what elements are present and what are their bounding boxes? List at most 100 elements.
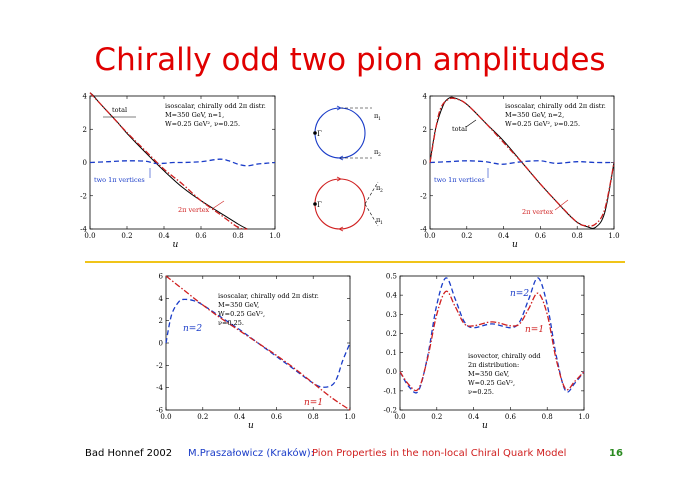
vertex-dot — [313, 131, 317, 135]
diagram-one-pion: Γπ 1π 2 — [313, 105, 381, 161]
x-tick-label: 0.6 — [505, 413, 517, 421]
pi1-subscript: 1 — [378, 116, 381, 122]
pi2-label: π — [376, 184, 381, 192]
label-n2: n=2 — [183, 324, 202, 334]
y-tick-label: 0 — [83, 159, 87, 167]
x-tick-label: 0.0 — [394, 413, 405, 421]
y-tick-label: 0 — [159, 340, 163, 348]
x-tick-label: 0.4 — [468, 413, 480, 421]
label-vertices-n2: two 1π vertices — [434, 176, 485, 184]
footer-author: M.Praszałowicz (Kraków): — [188, 448, 315, 459]
footer-talk: Pion Properties in the non-local Chiral … — [312, 448, 567, 459]
y-tick-label: 2 — [83, 126, 87, 134]
label-n1: n=1 — [304, 398, 323, 408]
x-tick-label: 1.0 — [608, 232, 619, 240]
pion-line-2 — [364, 181, 379, 205]
x-tick-label: 1.0 — [344, 413, 355, 421]
x-tick-label: 0.0 — [84, 232, 95, 240]
y-tick-label: -2 — [420, 192, 427, 200]
y-tick-label: -4 — [80, 226, 87, 234]
series-line-n-2 — [165, 298, 351, 388]
arrow-icon — [338, 155, 344, 161]
x-axis-label: u — [512, 240, 518, 250]
y-tick-label: 4 — [423, 93, 428, 101]
y-tick-label: -2 — [156, 362, 163, 370]
label-total-n2: total — [452, 125, 467, 133]
label-vertices: two 1π vertices — [94, 176, 145, 184]
label-total: total — [112, 106, 127, 114]
x-tick-label: 0.8 — [572, 232, 583, 240]
page-number: 16 — [609, 448, 623, 459]
annotation-top-left: W=0.25 GeV², ν=0.25. — [165, 120, 240, 128]
annotation-bottom-right: ν=0.25. — [468, 388, 494, 396]
pi2-subscript: 2 — [378, 152, 381, 158]
y-tick-label: 4 — [159, 295, 164, 303]
annotation-bottom-left: ν=0.25. — [218, 319, 244, 327]
label-n2-isovector: n=2 — [510, 289, 529, 299]
vertex-dot — [313, 202, 317, 206]
x-tick-label: 0.4 — [498, 232, 510, 240]
chart-top-left: 0.0 0.2 0.4 0.6 0.8 1.0 4 2 0 -2 -4 u — [80, 92, 281, 250]
pi2-subscript: 2 — [380, 188, 383, 194]
annotation-top-right: isoscalar, chirally odd 2π distr. — [505, 102, 606, 110]
pion-line-1 — [364, 203, 379, 227]
annotation-top-right: M=350 GeV, n=2, — [505, 111, 564, 119]
annotation-bottom-right: 2π distribution: — [468, 361, 519, 369]
y-tick-label: 6 — [159, 273, 164, 281]
gamma-label: Γ — [317, 130, 322, 138]
chart-top-right: 0.0 0.2 0.4 0.6 0.8 1.0 4 2 0 -2 -4 u — [420, 93, 619, 251]
annotation-bottom-right: M=350 GeV, — [468, 370, 509, 378]
x-tick-label: 0.2 — [431, 413, 442, 421]
pi1-subscript: 1 — [380, 220, 383, 226]
y-tick-label: -4 — [156, 384, 163, 392]
y-tick-label: -4 — [420, 226, 427, 234]
annotation-top-left: isoscalar, chirally odd 2π distr. — [165, 102, 266, 110]
pi1-label: π — [376, 216, 381, 224]
x-axis-label: u — [173, 240, 179, 250]
series-line-two-1-vertices — [429, 160, 615, 165]
y-tick-label: 0.5 — [386, 273, 397, 281]
loop-circle-blue — [314, 107, 366, 159]
x-tick-label: 0.4 — [234, 413, 246, 421]
label-2pi-vertex: 2π vertex — [178, 206, 210, 214]
annotation-bottom-left: M=350 GeV, — [218, 301, 259, 309]
y-tick-label: 2 — [159, 317, 163, 325]
x-tick-label: 0.6 — [271, 413, 283, 421]
gamma-label: Γ — [317, 201, 322, 209]
y-tick-label: 0.0 — [386, 368, 397, 376]
x-tick-label: 0.0 — [160, 413, 171, 421]
x-tick-label: 0.6 — [535, 232, 547, 240]
x-tick-label: 0.2 — [121, 232, 132, 240]
leader-total-n2 — [465, 119, 477, 128]
pi2-label: π — [374, 148, 379, 156]
annotation-bottom-left: W=0.25 GeV², — [218, 310, 265, 318]
chart-bottom-right: 0.0 0.2 0.4 0.6 0.8 1.0 0.5 0.4 0.3 0.2 0.1 0.0 -0.1… — [384, 273, 590, 432]
x-tick-label: 0.2 — [461, 232, 472, 240]
y-tick-label: 2 — [423, 126, 427, 134]
y-tick-label: 0.2 — [386, 330, 397, 338]
label-2pi-vertex-n2: 2π vertex — [522, 208, 554, 216]
y-tick-label: 0.1 — [386, 349, 397, 357]
x-tick-label: 1.0 — [578, 413, 589, 421]
x-tick-label: 0.8 — [232, 232, 243, 240]
diagram-two-pion: Γπ 2π 1 — [313, 176, 383, 232]
x-tick-label: 0.0 — [424, 232, 435, 240]
y-tick-label: -6 — [156, 407, 163, 415]
x-tick-label: 0.2 — [197, 413, 208, 421]
series-line-n-1 — [399, 290, 585, 392]
series-line-n-1 — [165, 275, 351, 411]
x-tick-label: 0.8 — [308, 413, 319, 421]
x-tick-label: 0.8 — [542, 413, 553, 421]
arrow-icon — [336, 176, 342, 182]
x-tick-label: 0.6 — [195, 232, 207, 240]
x-tick-label: 1.0 — [269, 232, 280, 240]
annotation-top-left: M=350 GeV, n=1, — [165, 111, 224, 119]
pi1-label: π — [374, 112, 379, 120]
annotation-bottom-left: isoscalar, chirally odd 2π distr. — [218, 292, 319, 300]
slide-title: Chirally odd two pion amplitudes — [94, 42, 606, 78]
y-tick-label: 0 — [423, 159, 427, 167]
y-tick-label: -0.1 — [384, 387, 398, 395]
arrow-icon — [336, 105, 342, 111]
annotation-bottom-right: isovector, chirally odd — [468, 352, 541, 360]
